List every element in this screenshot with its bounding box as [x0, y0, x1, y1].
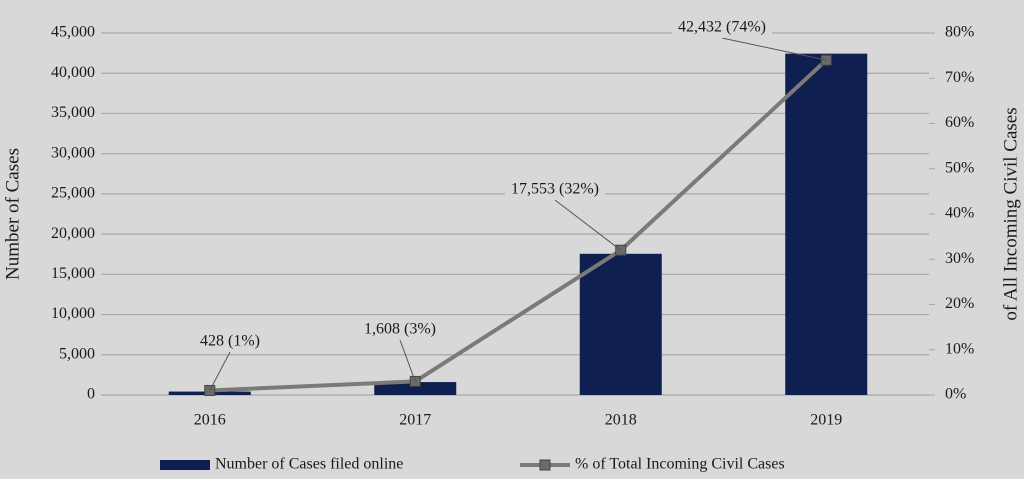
- leader-line: [209, 351, 231, 391]
- y2-tick-label: 30%: [945, 250, 974, 267]
- bar: [374, 382, 457, 395]
- annotation-bg: [672, 18, 772, 38]
- legend-marker: [539, 459, 551, 471]
- line: [209, 58, 828, 393]
- leader-line: [399, 339, 416, 382]
- x-tick-label: 2016: [194, 412, 226, 429]
- legend-label: % of Total Incoming Civil Cases: [575, 456, 785, 473]
- annotation-bg: [180, 332, 280, 352]
- leader-line: [554, 199, 622, 251]
- x-tick-label: 2017: [399, 412, 431, 429]
- annotation: 42,432 (74%): [678, 19, 766, 36]
- y2-tick-label: 50%: [945, 159, 974, 176]
- y-tick-label: 30,000: [51, 144, 95, 161]
- x-tick-label: 2019: [810, 412, 842, 429]
- leader-line: [721, 37, 827, 61]
- y2-tick-label: 20%: [945, 295, 974, 312]
- bar: [785, 53, 868, 395]
- y-tick-label: 15,000: [51, 265, 95, 282]
- y2-tick-label: 60%: [945, 114, 974, 131]
- y2-tick-label: 10%: [945, 340, 974, 357]
- y-axis-label: Number of Cases: [2, 148, 23, 280]
- y2-tick-label: 0%: [945, 386, 966, 403]
- y-tick-label: 10,000: [51, 305, 95, 322]
- annotation: 428 (1%): [200, 333, 260, 350]
- annotation: 17,553 (32%): [511, 181, 599, 198]
- annotation-bg: [505, 180, 605, 200]
- y-tick-label: 20,000: [51, 225, 95, 242]
- y-tick-label: 0: [87, 386, 95, 403]
- y-tick-label: 40,000: [51, 64, 95, 81]
- y-tick-label: 35,000: [51, 104, 95, 121]
- y2-axis-label: of All Incoming Civil Cases: [1000, 107, 1021, 320]
- y-tick-label: 45,000: [51, 24, 95, 41]
- bar: [579, 253, 662, 395]
- legend-label: Number of Cases filed online: [215, 456, 403, 473]
- y2-tick-label: 80%: [945, 24, 974, 41]
- annotation-bg: [350, 320, 450, 340]
- x-tick-label: 2018: [605, 412, 637, 429]
- y-tick-label: 25,000: [51, 185, 95, 202]
- y-tick-label: 5,000: [59, 345, 95, 362]
- y2-tick-label: 40%: [945, 205, 974, 222]
- legend-swatch: [160, 460, 210, 470]
- annotation: 1,608 (3%): [364, 321, 436, 338]
- y2-tick-label: 70%: [945, 69, 974, 86]
